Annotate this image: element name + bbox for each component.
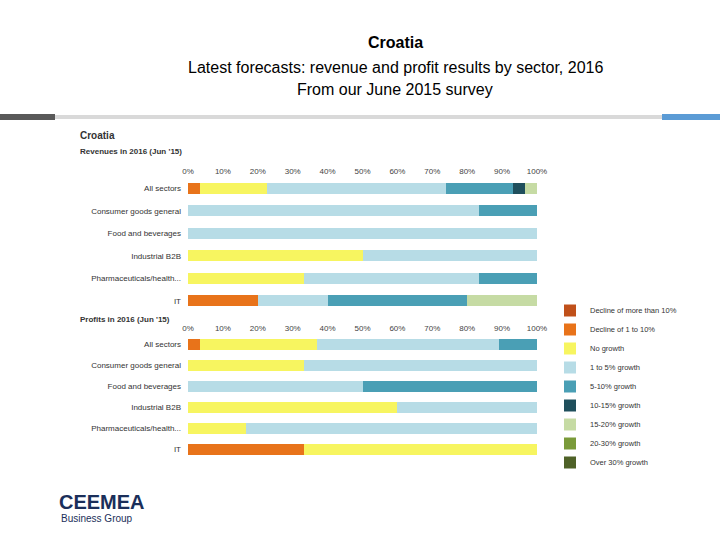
svg-text:All sectors: All sectors <box>144 340 181 349</box>
svg-text:IT: IT <box>174 445 181 454</box>
svg-text:60%: 60% <box>389 324 405 333</box>
svg-text:60%: 60% <box>389 167 405 176</box>
svg-text:100%: 100% <box>527 167 547 176</box>
svg-text:Food and beverages: Food and beverages <box>108 229 181 238</box>
svg-text:90%: 90% <box>494 324 510 333</box>
svg-text:Over 30% growth: Over 30% growth <box>590 458 648 467</box>
svg-text:80%: 80% <box>459 167 475 176</box>
svg-text:50%: 50% <box>354 324 370 333</box>
svg-text:40%: 40% <box>320 167 336 176</box>
svg-text:Croatia: Croatia <box>368 34 423 51</box>
svg-text:From our June 2015 survey: From our June 2015 survey <box>297 81 493 98</box>
svg-text:0%: 0% <box>182 324 194 333</box>
svg-text:Consumer goods general: Consumer goods general <box>91 361 181 370</box>
svg-text:100%: 100% <box>527 324 547 333</box>
svg-text:Consumer goods general: Consumer goods general <box>91 207 181 216</box>
svg-text:5-10% growth: 5-10% growth <box>590 382 636 391</box>
svg-text:Business Group: Business Group <box>61 513 133 524</box>
svg-text:20%: 20% <box>250 167 266 176</box>
svg-text:IT: IT <box>174 297 181 306</box>
svg-text:10-15% growth: 10-15% growth <box>590 401 640 410</box>
svg-text:CEEMEA: CEEMEA <box>59 491 145 513</box>
svg-text:Industrial B2B: Industrial B2B <box>131 252 181 261</box>
svg-text:80%: 80% <box>459 324 475 333</box>
svg-text:70%: 70% <box>424 167 440 176</box>
svg-text:No growth: No growth <box>590 344 624 353</box>
svg-text:Pharmaceuticals/health...: Pharmaceuticals/health... <box>91 274 181 283</box>
svg-text:Profits in 2016 (Jun '15): Profits in 2016 (Jun '15) <box>80 315 170 324</box>
svg-text:Decline of more than 10%: Decline of more than 10% <box>590 306 677 315</box>
svg-text:Pharmaceuticals/health...: Pharmaceuticals/health... <box>91 424 181 433</box>
svg-text:50%: 50% <box>354 167 370 176</box>
svg-text:Latest forecasts: revenue and: Latest forecasts: revenue and profit res… <box>188 59 603 76</box>
svg-text:30%: 30% <box>285 167 301 176</box>
svg-text:Decline of 1 to 10%: Decline of 1 to 10% <box>590 325 655 334</box>
svg-text:20-30% growth: 20-30% growth <box>590 439 640 448</box>
svg-text:70%: 70% <box>424 324 440 333</box>
svg-text:Food and beverages: Food and beverages <box>108 382 181 391</box>
svg-text:40%: 40% <box>320 324 336 333</box>
svg-text:0%: 0% <box>182 167 194 176</box>
svg-text:1 to 5% growth: 1 to 5% growth <box>590 363 640 372</box>
svg-text:10%: 10% <box>215 324 231 333</box>
svg-text:Revenues in 2016 (Jun '15): Revenues in 2016 (Jun '15) <box>80 147 182 156</box>
svg-text:Industrial B2B: Industrial B2B <box>131 403 181 412</box>
svg-text:30%: 30% <box>285 324 301 333</box>
svg-text:20%: 20% <box>250 324 266 333</box>
svg-text:90%: 90% <box>494 167 510 176</box>
svg-text:15-20% growth: 15-20% growth <box>590 420 640 429</box>
svg-text:Croatia: Croatia <box>80 130 115 141</box>
svg-text:All sectors: All sectors <box>144 184 181 193</box>
svg-text:10%: 10% <box>215 167 231 176</box>
